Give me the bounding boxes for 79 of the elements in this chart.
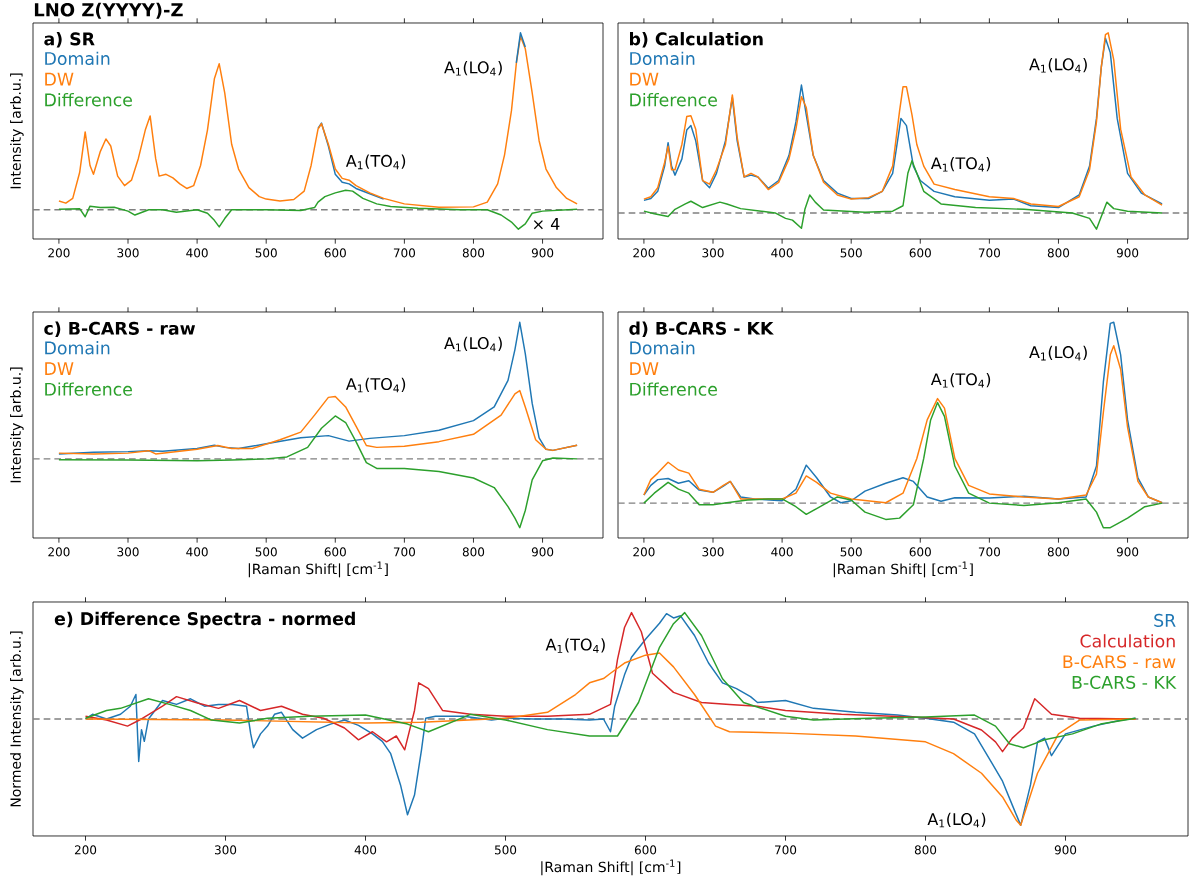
text: SR bbox=[1154, 613, 1176, 627]
x-tick-label: 200 bbox=[633, 248, 655, 258]
x-tick-label: 400 bbox=[354, 845, 377, 855]
x-tick-label: 700 bbox=[393, 248, 416, 258]
text: Calculation bbox=[1080, 634, 1175, 648]
x-tick-label: 400 bbox=[771, 547, 793, 557]
x-tick-label: 800 bbox=[1047, 248, 1070, 258]
annotation: A$_{1}$(LO$_{4}$) bbox=[927, 812, 986, 828]
chart-title: e) Difference Spectra - normed bbox=[54, 611, 355, 629]
x-tick-label: 900 bbox=[1054, 845, 1077, 855]
x-tick-label: 900 bbox=[1116, 248, 1139, 258]
annotation: A$_{1}$(TO$_{4}$) bbox=[345, 154, 406, 170]
x-tick-label: 900 bbox=[531, 248, 554, 258]
x-tick-label: 700 bbox=[393, 547, 416, 557]
x-tick-label: 300 bbox=[117, 547, 139, 557]
text: Difference bbox=[45, 92, 132, 107]
text: B-CARS - KK bbox=[1072, 675, 1177, 689]
annotation: A$_{1}$(TO$_{4}$) bbox=[345, 377, 406, 393]
x-tick-label: 600 bbox=[324, 248, 346, 258]
x-tick-label: 400 bbox=[771, 248, 793, 258]
x-tick-label: 700 bbox=[978, 547, 1001, 557]
text: LNO Z(YYYY)-Z bbox=[34, 2, 183, 19]
x-tick-label: 800 bbox=[462, 547, 485, 557]
x-tick-label: 700 bbox=[775, 845, 797, 855]
x-tick-label: 600 bbox=[909, 248, 931, 258]
y-axis-title: Intensity [arb.u.] bbox=[10, 367, 24, 483]
text: Difference bbox=[630, 92, 717, 107]
chart-title: b) Calculation bbox=[630, 32, 763, 48]
text: Domain bbox=[630, 51, 695, 66]
annotation: A$_{1}$(LO$_{4}$) bbox=[1029, 58, 1087, 73]
x-tick-label: 700 bbox=[978, 248, 1001, 258]
x-tick-label: 300 bbox=[214, 845, 237, 855]
x-tick-label: 400 bbox=[186, 547, 208, 557]
annotation: A$_{1}$(TO$_{4}$) bbox=[930, 156, 991, 172]
text: DW bbox=[45, 72, 74, 86]
annotation: A$_{1}$(LO$_{4}$) bbox=[444, 336, 502, 352]
annotation: × 4 bbox=[533, 218, 560, 230]
chart-title: d) B-CARS - KK bbox=[629, 321, 774, 337]
x-tick-label: 500 bbox=[255, 248, 277, 258]
x-tick-label: 900 bbox=[531, 547, 554, 557]
text: DW bbox=[630, 72, 659, 86]
x-tick-label: 500 bbox=[840, 248, 862, 258]
text: Difference bbox=[45, 382, 132, 396]
x-tick-label: 500 bbox=[255, 547, 277, 557]
annotation: A$_{1}$(TO$_{4}$) bbox=[930, 372, 991, 388]
annotation: A$_{1}$(LO$_{4}$) bbox=[444, 61, 502, 76]
x-tick-label: 600 bbox=[324, 547, 346, 557]
text: B-CARS - raw bbox=[1063, 655, 1176, 669]
x-tick-label: 500 bbox=[840, 547, 862, 557]
x-axis-title: |Raman Shift| [cm$^{-1}$] bbox=[833, 561, 973, 578]
text: Domain bbox=[45, 51, 110, 66]
x-tick-label: 300 bbox=[702, 547, 724, 557]
y-axis-title: Intensity [arb.u.] bbox=[10, 73, 24, 189]
text: DW bbox=[630, 362, 659, 375]
x-tick-label: 600 bbox=[634, 845, 657, 855]
text: Domain bbox=[630, 341, 695, 355]
text: Difference bbox=[630, 382, 717, 396]
text: DW bbox=[45, 362, 74, 375]
x-tick-label: 500 bbox=[494, 845, 517, 855]
x-tick-label: 800 bbox=[462, 248, 485, 258]
chart-title: a) SR bbox=[44, 32, 95, 48]
x-tick-label: 200 bbox=[633, 547, 655, 557]
x-axis-title: |Raman Shift| [cm$^{-1}$] bbox=[541, 859, 681, 876]
x-tick-label: 900 bbox=[1116, 547, 1139, 557]
x-tick-label: 200 bbox=[74, 845, 97, 855]
x-tick-label: 300 bbox=[117, 248, 139, 258]
y-axis-title: Normed Intensity [arb.u.] bbox=[10, 631, 24, 807]
annotation: A$_{1}$(LO$_{4}$) bbox=[1029, 345, 1087, 361]
x-axis-title: |Raman Shift| [cm$^{-1}$] bbox=[248, 561, 388, 578]
chart-title: c) B-CARS - raw bbox=[44, 321, 196, 337]
x-tick-label: 400 bbox=[186, 248, 208, 258]
annotation: A$_{1}$(TO$_{4}$) bbox=[545, 638, 605, 653]
x-tick-label: 800 bbox=[914, 845, 937, 855]
x-tick-label: 800 bbox=[1047, 547, 1070, 557]
x-tick-label: 600 bbox=[909, 547, 931, 557]
x-tick-label: 300 bbox=[702, 248, 724, 258]
x-tick-label: 200 bbox=[48, 547, 70, 557]
x-tick-label: 200 bbox=[48, 248, 70, 258]
text: Domain bbox=[45, 341, 110, 355]
